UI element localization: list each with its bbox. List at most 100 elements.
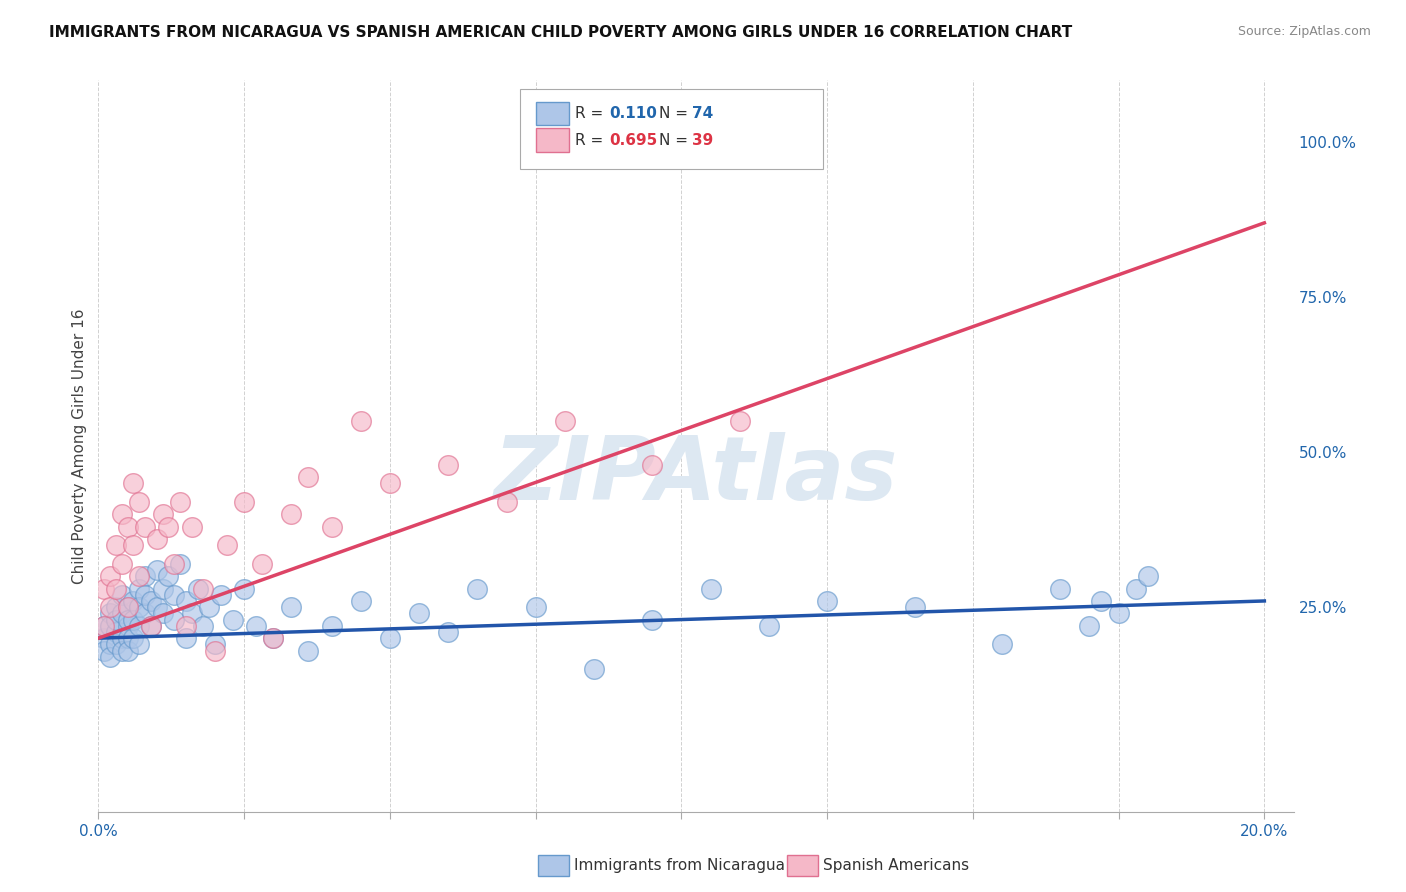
Point [122, 613, 145, 627]
Point [104, 600, 127, 615]
Point [128, 619, 150, 633]
Point [437, 458, 460, 472]
Point [128, 582, 150, 596]
Point [98, 600, 121, 615]
Point [98, 569, 121, 583]
Point [93, 619, 115, 633]
Point [104, 582, 127, 596]
Point [193, 582, 215, 596]
Point [408, 607, 430, 621]
Point [233, 582, 256, 596]
Point [111, 631, 134, 645]
Point [98, 637, 121, 651]
Point [117, 600, 139, 615]
Point [174, 594, 197, 608]
Point [93, 643, 115, 657]
Point [104, 637, 127, 651]
Point [467, 582, 489, 596]
Point [152, 582, 174, 596]
Point [134, 588, 156, 602]
Point [180, 607, 202, 621]
Point [111, 507, 134, 521]
Point [145, 563, 167, 577]
Point [104, 624, 127, 639]
Point [139, 594, 162, 608]
Point [98, 649, 121, 664]
Point [128, 600, 150, 615]
Point [145, 532, 167, 546]
Point [297, 470, 319, 484]
Point [104, 538, 127, 552]
Point [321, 619, 343, 633]
Point [262, 631, 284, 645]
Point [145, 600, 167, 615]
Point [378, 631, 401, 645]
Point [111, 557, 134, 571]
Point [233, 495, 256, 509]
Point [117, 519, 139, 533]
Point [524, 600, 547, 615]
Point [117, 600, 139, 615]
Point [204, 637, 226, 651]
Text: 0.110: 0.110 [609, 106, 657, 120]
Point [174, 619, 197, 633]
Point [117, 613, 139, 627]
Point [903, 600, 925, 615]
Point [1049, 582, 1071, 596]
Text: ZIPAtlas: ZIPAtlas [494, 432, 898, 519]
Text: IMMIGRANTS FROM NICARAGUA VS SPANISH AMERICAN CHILD POVERTY AMONG GIRLS UNDER 16: IMMIGRANTS FROM NICARAGUA VS SPANISH AME… [49, 25, 1073, 40]
Point [250, 557, 273, 571]
Point [437, 624, 460, 639]
Point [350, 414, 373, 428]
Point [111, 588, 134, 602]
Point [297, 643, 319, 657]
Point [221, 613, 243, 627]
Point [117, 643, 139, 657]
Point [321, 519, 343, 533]
Point [169, 495, 191, 509]
Point [554, 414, 576, 428]
Point [128, 495, 150, 509]
Point [245, 619, 267, 633]
Text: R =: R = [575, 106, 609, 120]
Point [1108, 607, 1130, 621]
Point [215, 538, 238, 552]
Point [728, 414, 751, 428]
Point [378, 476, 401, 491]
Point [122, 476, 145, 491]
Point [174, 631, 197, 645]
Point [93, 619, 115, 633]
Point [134, 569, 156, 583]
Point [204, 643, 226, 657]
Point [186, 582, 208, 596]
Point [209, 588, 232, 602]
Point [128, 637, 150, 651]
Point [582, 662, 605, 676]
Text: R =: R = [575, 133, 609, 147]
Point [699, 582, 721, 596]
Point [1078, 619, 1101, 633]
Point [134, 607, 156, 621]
Text: Immigrants from Nicaragua: Immigrants from Nicaragua [574, 858, 785, 872]
Point [122, 594, 145, 608]
Point [157, 569, 180, 583]
Text: 39: 39 [692, 133, 713, 147]
Point [815, 594, 838, 608]
Text: 74: 74 [692, 106, 713, 120]
Point [111, 643, 134, 657]
Point [641, 613, 664, 627]
Text: N =: N = [659, 133, 693, 147]
Point [104, 613, 127, 627]
Point [495, 495, 517, 509]
Point [139, 619, 162, 633]
Text: 0.695: 0.695 [609, 133, 657, 147]
Point [134, 519, 156, 533]
Point [93, 582, 115, 596]
Point [98, 619, 121, 633]
Point [350, 594, 373, 608]
Point [152, 607, 174, 621]
Point [193, 619, 215, 633]
Point [262, 631, 284, 645]
Point [139, 619, 162, 633]
Text: N =: N = [659, 106, 693, 120]
